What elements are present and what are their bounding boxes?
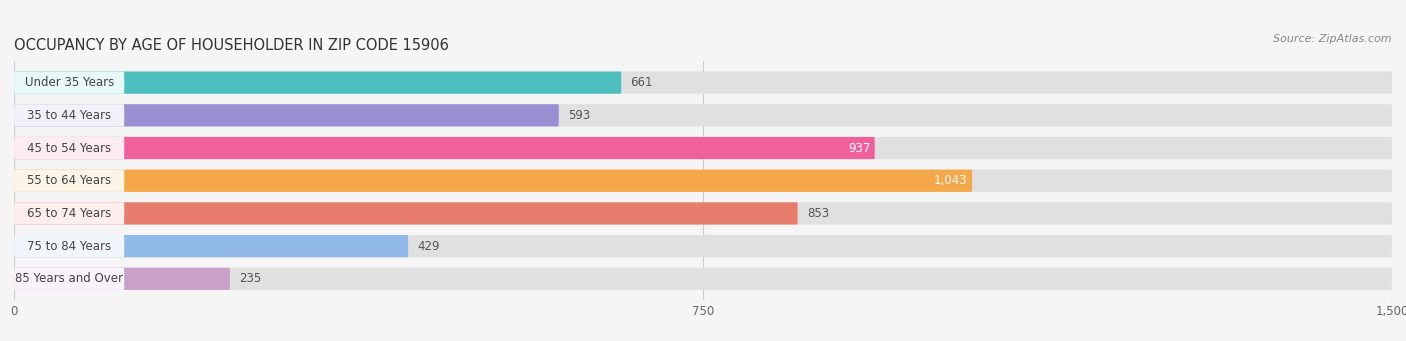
FancyBboxPatch shape: [14, 169, 972, 192]
FancyBboxPatch shape: [14, 268, 231, 290]
FancyBboxPatch shape: [14, 235, 124, 257]
FancyBboxPatch shape: [14, 137, 875, 159]
FancyBboxPatch shape: [14, 104, 124, 127]
Text: 661: 661: [630, 76, 652, 89]
Text: 65 to 74 Years: 65 to 74 Years: [27, 207, 111, 220]
FancyBboxPatch shape: [14, 235, 1392, 257]
Text: 1,043: 1,043: [934, 174, 967, 187]
FancyBboxPatch shape: [14, 202, 1392, 224]
Text: 853: 853: [807, 207, 830, 220]
Text: Under 35 Years: Under 35 Years: [24, 76, 114, 89]
FancyBboxPatch shape: [14, 235, 408, 257]
FancyBboxPatch shape: [14, 72, 1392, 94]
FancyBboxPatch shape: [14, 137, 124, 159]
Text: OCCUPANCY BY AGE OF HOUSEHOLDER IN ZIP CODE 15906: OCCUPANCY BY AGE OF HOUSEHOLDER IN ZIP C…: [14, 38, 449, 53]
FancyBboxPatch shape: [14, 268, 1392, 290]
FancyBboxPatch shape: [14, 268, 124, 290]
FancyBboxPatch shape: [14, 169, 124, 192]
Text: 937: 937: [848, 142, 870, 154]
Text: Source: ZipAtlas.com: Source: ZipAtlas.com: [1274, 34, 1392, 44]
Text: 35 to 44 Years: 35 to 44 Years: [27, 109, 111, 122]
Text: 85 Years and Over: 85 Years and Over: [15, 272, 124, 285]
Text: 75 to 84 Years: 75 to 84 Years: [27, 240, 111, 253]
FancyBboxPatch shape: [14, 72, 621, 94]
FancyBboxPatch shape: [14, 169, 1392, 192]
Text: 429: 429: [418, 240, 440, 253]
FancyBboxPatch shape: [14, 137, 1392, 159]
FancyBboxPatch shape: [14, 202, 124, 224]
FancyBboxPatch shape: [14, 104, 1392, 127]
Text: 593: 593: [568, 109, 591, 122]
Text: 55 to 64 Years: 55 to 64 Years: [27, 174, 111, 187]
Text: 45 to 54 Years: 45 to 54 Years: [27, 142, 111, 154]
FancyBboxPatch shape: [14, 202, 797, 224]
FancyBboxPatch shape: [14, 104, 558, 127]
FancyBboxPatch shape: [14, 72, 124, 94]
Text: 235: 235: [239, 272, 262, 285]
